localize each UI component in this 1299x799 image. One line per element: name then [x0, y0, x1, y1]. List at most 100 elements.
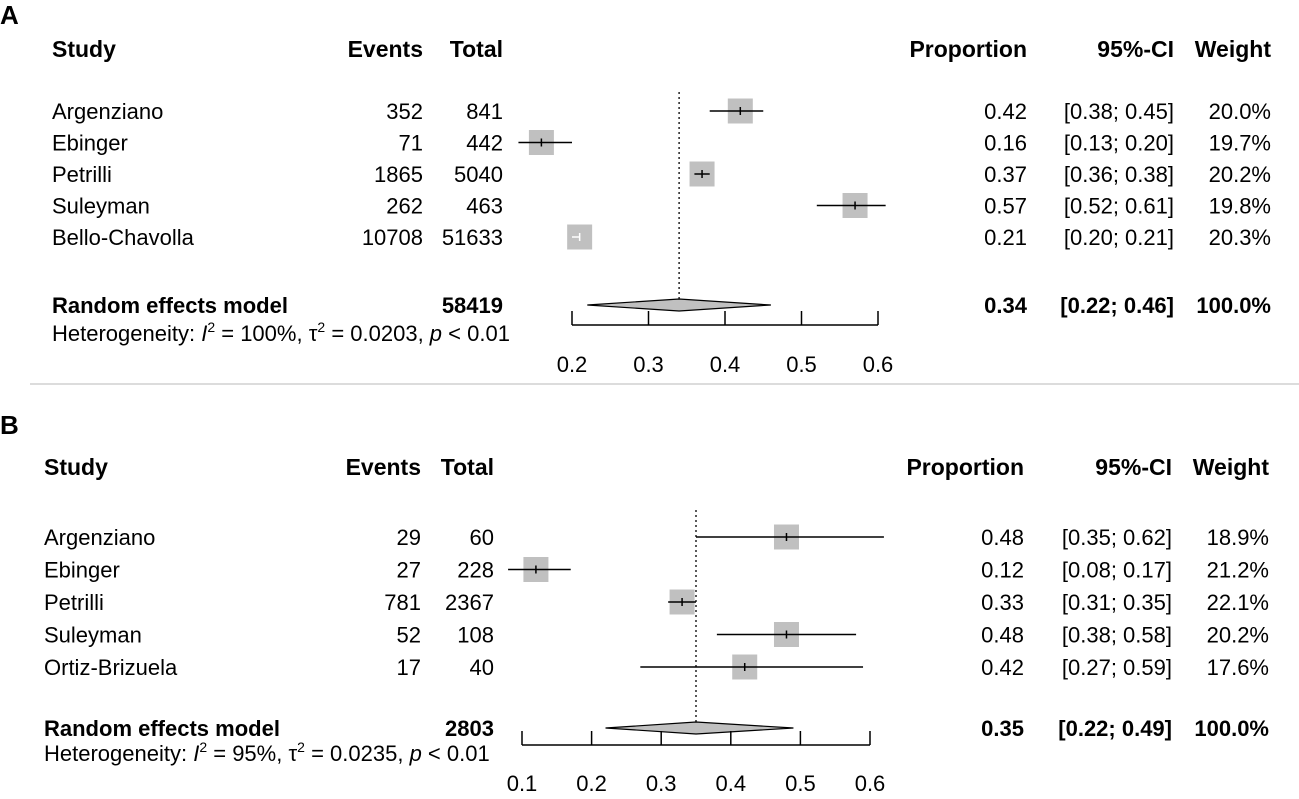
superscript: 2: [199, 739, 207, 755]
study-proportion: 0.12: [981, 558, 1024, 583]
heterogeneity-label: Heterogeneity:: [44, 741, 193, 766]
model-name: Random effects model: [52, 293, 288, 318]
study-name: Petrilli: [44, 590, 104, 615]
study-ci: [0.20; 0.21]: [1064, 225, 1174, 250]
study-total: 841: [466, 99, 503, 124]
study-events: 352: [386, 99, 423, 124]
study-ci: [0.38; 0.45]: [1064, 99, 1174, 124]
x-tick-label: 0.5: [785, 771, 816, 796]
tau-squared-symbol: τ: [288, 741, 297, 766]
study-events: 71: [399, 131, 423, 156]
i-squared-symbol: I: [201, 321, 207, 346]
study-ci: [0.27; 0.59]: [1062, 655, 1172, 680]
panel-label: A: [0, 0, 19, 30]
study-proportion: 0.42: [984, 99, 1027, 124]
x-tick-label: 0.1: [507, 771, 538, 796]
model-weight: 100.0%: [1196, 293, 1271, 318]
study-weight: 20.2%: [1207, 623, 1269, 648]
study-total: 51633: [442, 225, 503, 250]
superscript: 2: [297, 739, 305, 755]
study-total: 442: [466, 131, 503, 156]
forest-panel-b: B Study Events Total Proportion 95%-CI Weight A…: [0, 410, 1269, 796]
study-proportion: 0.21: [984, 225, 1027, 250]
header-study: Study: [52, 36, 116, 62]
study-proportion: 0.57: [984, 194, 1027, 219]
study-ci: [0.36; 0.38]: [1064, 162, 1174, 187]
study-total: 40: [470, 655, 494, 680]
study-events: 17: [397, 655, 421, 680]
superscript: 2: [317, 319, 325, 335]
study-weight: 20.2%: [1209, 162, 1271, 187]
study-name: Petrilli: [52, 162, 112, 187]
x-tick-label: 0.3: [646, 771, 677, 796]
study-events: 52: [397, 623, 421, 648]
model-proportion: 0.35: [981, 716, 1024, 741]
study-events: 27: [397, 558, 421, 583]
study-proportion: 0.16: [984, 131, 1027, 156]
study-weight: 17.6%: [1207, 655, 1269, 680]
header-ci: 95%-CI: [1095, 454, 1172, 480]
header-ci: 95%-CI: [1097, 36, 1174, 62]
study-weight: 18.9%: [1207, 525, 1269, 550]
study-name: Argenziano: [52, 99, 163, 124]
superscript: 2: [207, 319, 215, 335]
study-events: 262: [386, 194, 423, 219]
header-proportion: Proportion: [909, 36, 1027, 62]
model-ci: [0.22; 0.49]: [1058, 716, 1172, 741]
study-name: Ebinger: [52, 131, 128, 156]
study-total: 2367: [445, 590, 494, 615]
study-ci: [0.13; 0.20]: [1064, 131, 1174, 156]
study-ci: [0.08; 0.17]: [1062, 558, 1172, 583]
header-weight: Weight: [1195, 36, 1272, 62]
study-total: 60: [470, 525, 494, 550]
study-total: 108: [457, 623, 494, 648]
tau-squared-value: = 0.0235,: [305, 741, 410, 766]
model-weight: 100.0%: [1194, 716, 1269, 741]
header-study: Study: [44, 454, 108, 480]
header-total: Total: [450, 36, 503, 62]
heterogeneity-label: Heterogeneity:: [52, 321, 201, 346]
study-weight: 19.7%: [1209, 131, 1271, 156]
x-tick-label: 0.5: [786, 352, 817, 377]
study-ci: [0.38; 0.58]: [1062, 623, 1172, 648]
study-ci: [0.35; 0.62]: [1062, 525, 1172, 550]
x-tick-label: 0.4: [716, 771, 747, 796]
study-proportion: 0.33: [981, 590, 1024, 615]
i-squared-symbol: I: [193, 741, 199, 766]
study-name: Argenziano: [44, 525, 155, 550]
tau-squared-value: = 0.0203,: [325, 321, 430, 346]
study-proportion: 0.37: [984, 162, 1027, 187]
i-squared-value: = 95%,: [207, 741, 288, 766]
panel-label: B: [0, 410, 19, 440]
study-weight: 19.8%: [1209, 194, 1271, 219]
model-ci: [0.22; 0.46]: [1060, 293, 1174, 318]
study-weight: 20.0%: [1209, 99, 1271, 124]
study-total: 463: [466, 194, 503, 219]
study-events: 781: [384, 590, 421, 615]
study-weight: 21.2%: [1207, 558, 1269, 583]
p-value: < 0.01: [422, 741, 490, 766]
p-symbol: p: [429, 321, 442, 346]
header-events: Events: [346, 454, 421, 480]
header-weight: Weight: [1193, 454, 1270, 480]
study-proportion: 0.48: [981, 525, 1024, 550]
p-symbol: p: [409, 741, 422, 766]
x-tick-label: 0.4: [710, 352, 741, 377]
x-tick-label: 0.2: [557, 352, 588, 377]
study-name: Ortiz-Brizuela: [44, 655, 178, 680]
study-name: Bello-Chavolla: [52, 225, 195, 250]
x-tick-label: 0.6: [855, 771, 886, 796]
model-total: 2803: [445, 716, 494, 741]
study-events: 1865: [374, 162, 423, 187]
heterogeneity-text: Heterogeneity: I2 = 100%, τ2 = 0.0203, p…: [52, 319, 510, 346]
study-ci: [0.31; 0.35]: [1062, 590, 1172, 615]
i-squared-value: = 100%,: [215, 321, 309, 346]
heterogeneity-text: Heterogeneity: I2 = 95%, τ2 = 0.0235, p …: [44, 739, 490, 766]
study-total: 5040: [454, 162, 503, 187]
study-proportion: 0.42: [981, 655, 1024, 680]
study-weight: 20.3%: [1209, 225, 1271, 250]
pooled-diamond: [605, 721, 794, 735]
study-proportion: 0.48: [981, 623, 1024, 648]
x-tick-label: 0.6: [863, 352, 894, 377]
pooled-diamond: [587, 298, 771, 312]
